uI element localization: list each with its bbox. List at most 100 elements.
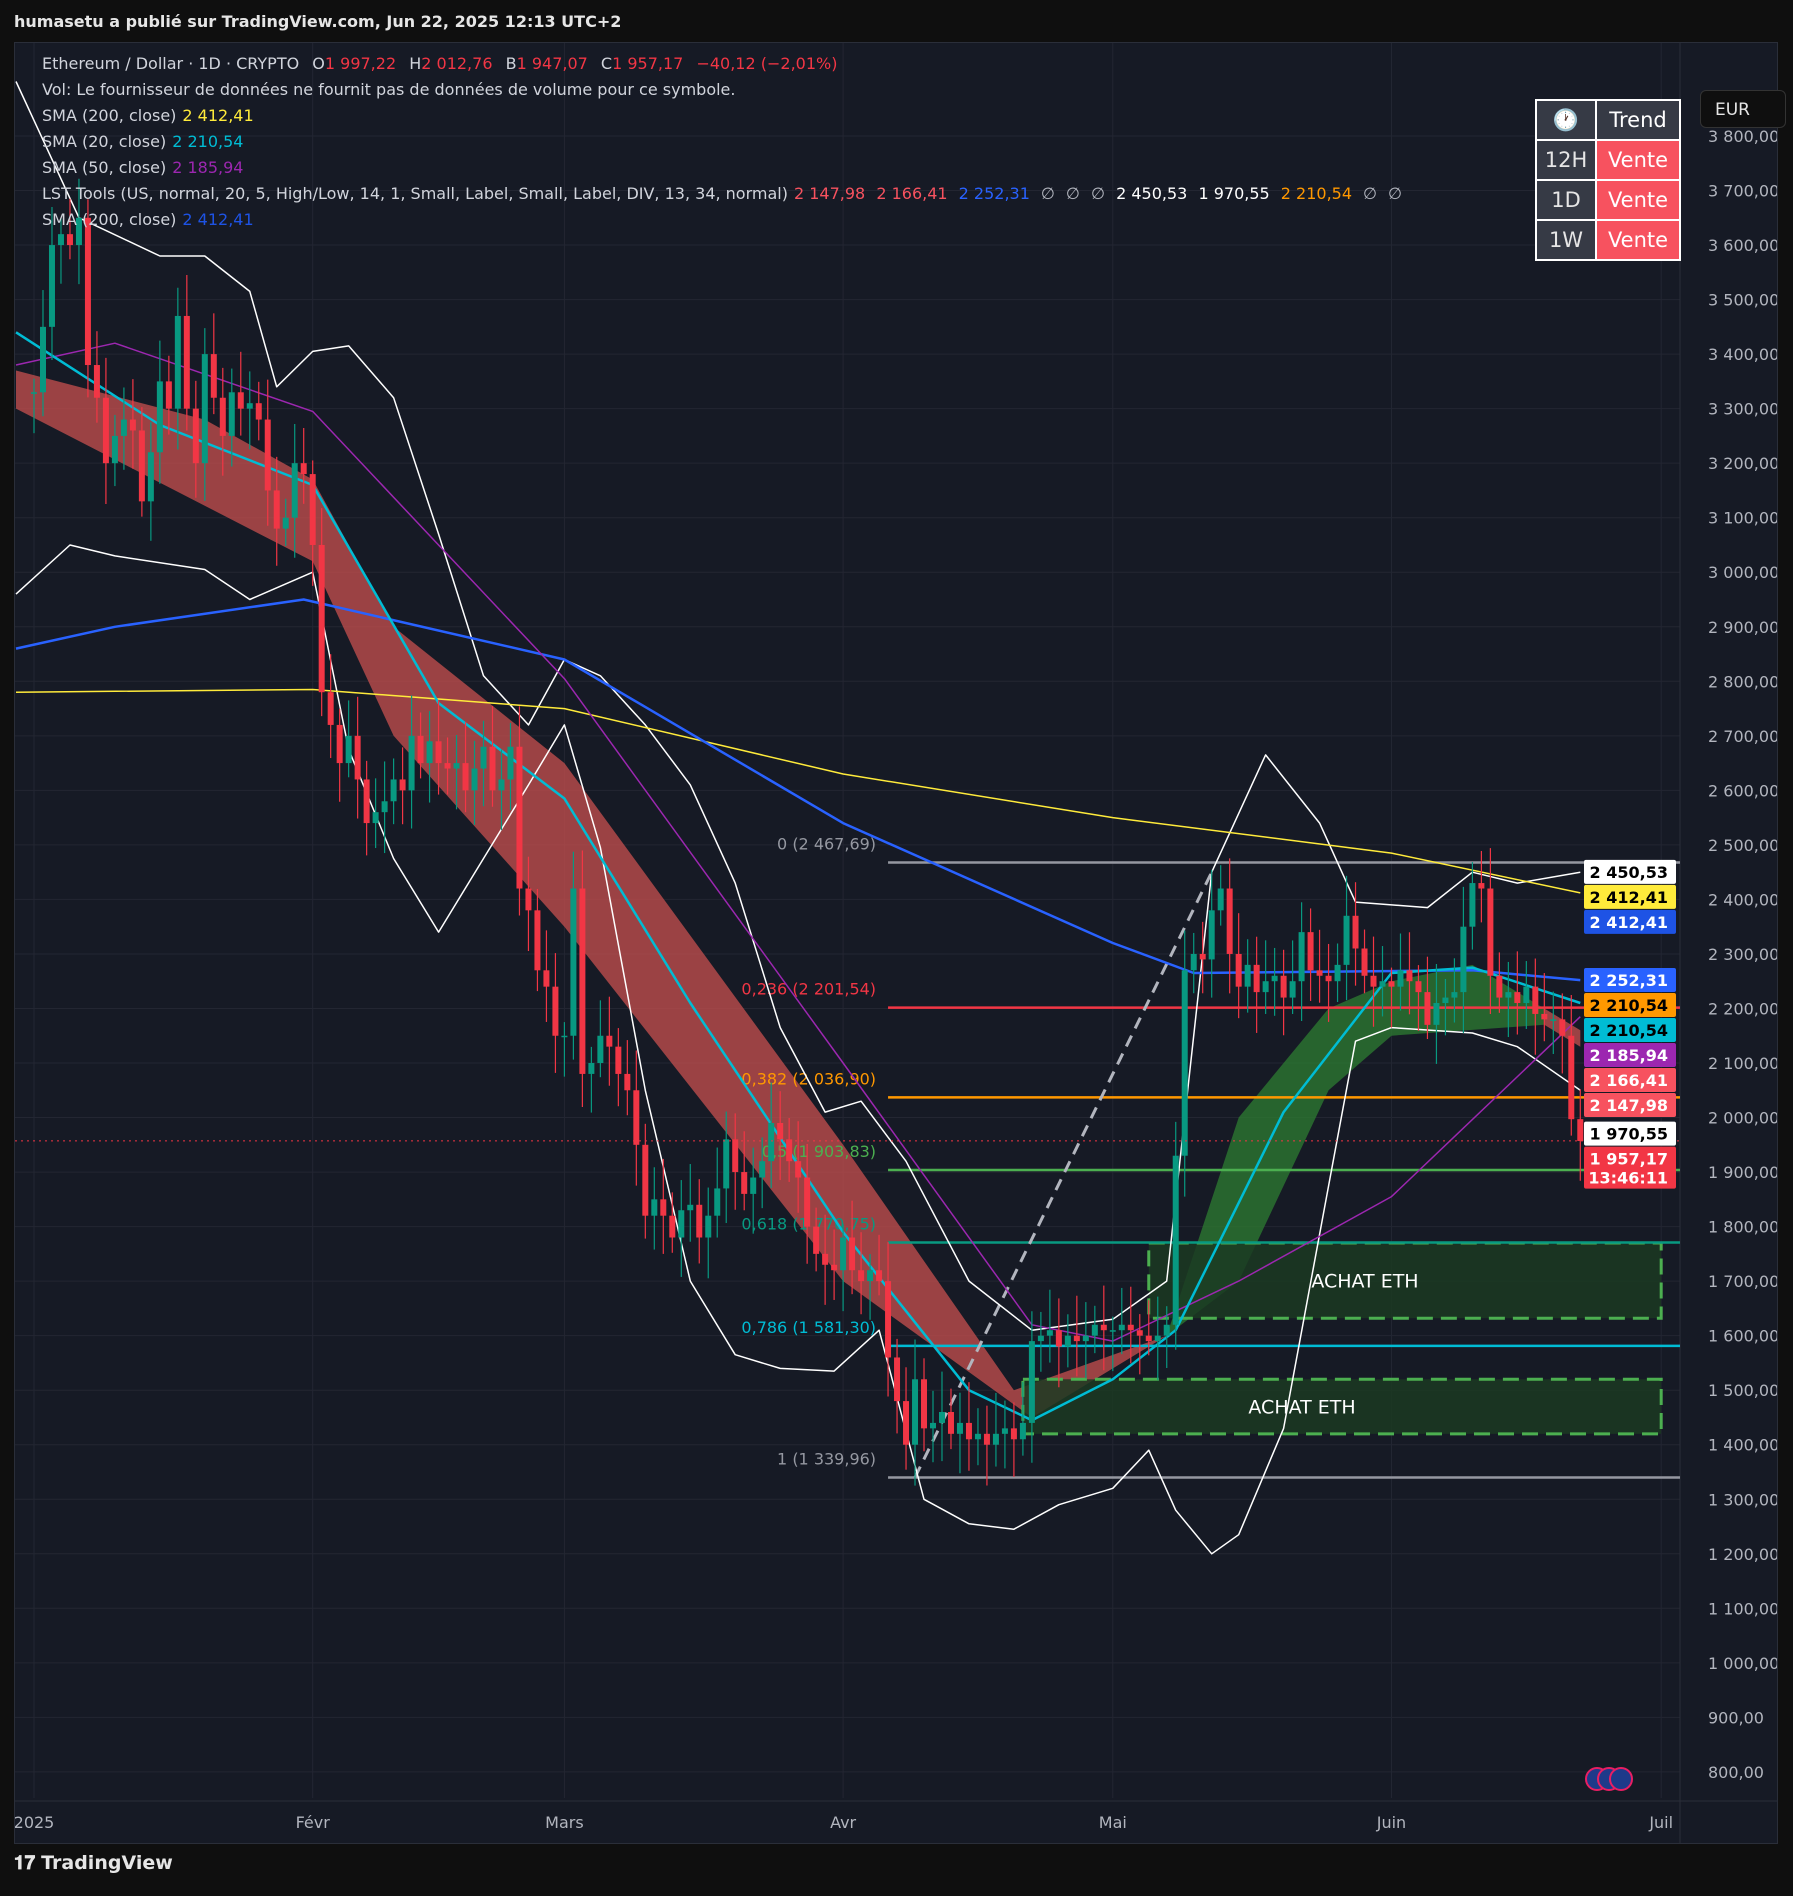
candle[interactable] <box>1559 1019 1566 1036</box>
candle[interactable] <box>228 392 235 436</box>
indicator-legend[interactable]: SMA (200, close) 2 412,41 <box>42 103 1512 129</box>
candle[interactable] <box>129 419 136 431</box>
candle[interactable] <box>480 746 487 769</box>
candle[interactable] <box>965 1422 972 1440</box>
candle[interactable] <box>516 746 523 889</box>
candle[interactable] <box>318 544 325 693</box>
candle[interactable] <box>1235 953 1242 987</box>
indicator-legend[interactable]: SMA (20, close) 2 210,54 <box>42 129 1512 155</box>
candle[interactable] <box>1352 915 1359 949</box>
candle[interactable] <box>426 741 433 764</box>
candle[interactable] <box>66 234 73 246</box>
candle[interactable] <box>1010 1428 1017 1440</box>
candle[interactable] <box>31 392 37 394</box>
candle[interactable] <box>1415 981 1422 993</box>
candle[interactable] <box>1523 986 1530 1004</box>
candle[interactable] <box>138 430 145 502</box>
candle[interactable] <box>498 779 505 791</box>
candle[interactable] <box>255 403 262 420</box>
candle[interactable] <box>201 354 208 464</box>
indicator-legend[interactable]: SMA (50, close) 2 185,94 <box>42 155 1512 181</box>
candle[interactable] <box>165 381 172 409</box>
candle[interactable] <box>345 735 352 764</box>
candle[interactable] <box>525 888 532 911</box>
trendline[interactable] <box>913 871 1214 1479</box>
candle[interactable] <box>210 354 217 398</box>
candle[interactable] <box>93 365 100 398</box>
candle[interactable] <box>1550 1019 1557 1021</box>
candle[interactable] <box>111 435 118 464</box>
candle[interactable] <box>336 724 343 764</box>
candle[interactable] <box>1532 986 1539 1014</box>
candle[interactable] <box>858 1270 865 1282</box>
candle[interactable] <box>435 741 442 764</box>
candle[interactable] <box>417 735 424 764</box>
candle[interactable] <box>777 1122 784 1140</box>
candle[interactable] <box>1325 975 1332 982</box>
chart-panel[interactable]: 3 800,00 3 700,00 3 600,00 3 500,00 3 400,00… <box>14 42 1786 1844</box>
currency-button[interactable]: EUR <box>1700 90 1786 128</box>
candle[interactable] <box>462 763 469 791</box>
candle[interactable] <box>1343 915 1350 965</box>
candle[interactable] <box>570 888 577 1036</box>
candle[interactable] <box>912 1379 919 1445</box>
candle[interactable] <box>1334 964 1341 982</box>
indicator-legend[interactable]: SMA (200, close) 2 412,41 <box>42 207 1512 233</box>
candle[interactable] <box>876 1270 883 1282</box>
candle[interactable] <box>1406 970 1413 982</box>
candle[interactable] <box>1442 997 1449 1004</box>
candle[interactable] <box>1109 1330 1116 1332</box>
candle[interactable] <box>1568 1035 1575 1120</box>
candle[interactable] <box>174 315 181 409</box>
candle[interactable] <box>795 1161 802 1178</box>
candle[interactable] <box>642 1144 649 1216</box>
candle[interactable] <box>1082 1335 1089 1342</box>
buy-zone[interactable] <box>1147 1241 1663 1320</box>
candle[interactable] <box>750 1177 757 1194</box>
candle[interactable] <box>885 1281 892 1358</box>
candle[interactable] <box>1298 932 1305 982</box>
candle[interactable] <box>399 779 406 791</box>
candle[interactable] <box>1541 1013 1548 1020</box>
candle[interactable] <box>1307 932 1314 971</box>
candle[interactable] <box>759 1161 766 1178</box>
candle[interactable] <box>624 1073 631 1091</box>
candle[interactable] <box>1316 970 1323 976</box>
candle[interactable] <box>956 1422 963 1434</box>
candle[interactable] <box>1271 975 1278 982</box>
candle[interactable] <box>687 1204 694 1211</box>
candle[interactable] <box>615 1046 622 1074</box>
candle[interactable] <box>507 746 514 780</box>
candle[interactable] <box>1199 953 1206 960</box>
candle[interactable] <box>1091 1324 1098 1336</box>
candle[interactable] <box>552 986 559 1036</box>
candle[interactable] <box>1154 1335 1161 1342</box>
candle[interactable] <box>669 1215 676 1238</box>
candle[interactable] <box>1478 883 1485 889</box>
candle[interactable] <box>147 452 154 502</box>
candle[interactable] <box>1019 1422 1026 1440</box>
candle[interactable] <box>723 1139 730 1189</box>
candle[interactable] <box>1280 975 1287 998</box>
candle[interactable] <box>1451 992 1458 998</box>
candle[interactable] <box>273 490 280 529</box>
candle[interactable] <box>714 1188 721 1216</box>
candle[interactable] <box>651 1199 658 1216</box>
candle[interactable] <box>1289 981 1296 998</box>
candle[interactable] <box>183 315 190 409</box>
candle[interactable] <box>354 735 361 780</box>
candle[interactable] <box>867 1270 874 1282</box>
candle[interactable] <box>588 1063 595 1074</box>
indicator-legend[interactable]: LST Tools (US, normal, 20, 5, High/Low, … <box>42 181 1512 207</box>
candle[interactable] <box>363 779 370 824</box>
candle[interactable] <box>1577 1119 1584 1141</box>
candle[interactable] <box>1460 926 1467 993</box>
candle[interactable] <box>1397 970 1404 987</box>
candle[interactable] <box>804 1177 811 1227</box>
candle[interactable] <box>444 763 451 769</box>
candle[interactable] <box>930 1422 936 1429</box>
candle[interactable] <box>1424 992 1431 1025</box>
candle[interactable] <box>48 245 55 327</box>
candle[interactable] <box>327 692 334 725</box>
candle[interactable] <box>705 1215 712 1238</box>
